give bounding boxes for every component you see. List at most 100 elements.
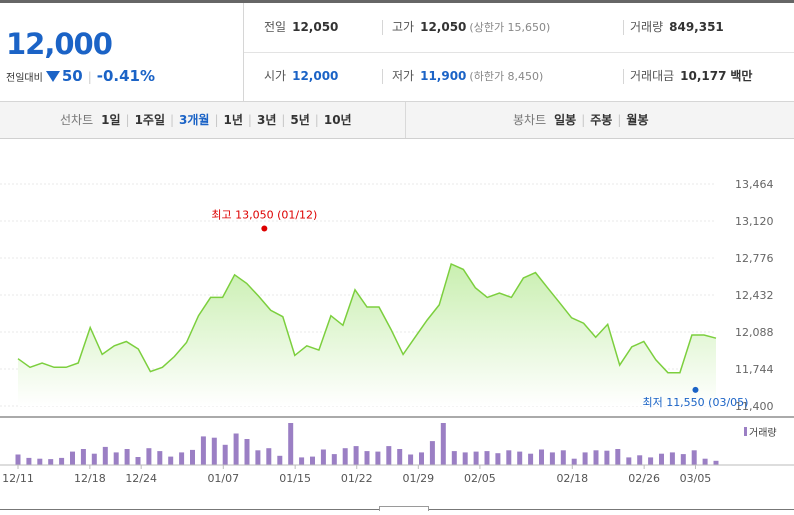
low-value: 11,900: [420, 69, 467, 83]
volume-bar: [691, 450, 697, 465]
line-tab-4[interactable]: 3년: [256, 113, 277, 127]
line-tab-2[interactable]: 3개월: [179, 113, 210, 127]
open-value: 12,000: [292, 69, 339, 83]
volume-bar: [255, 450, 261, 465]
volume-bar: [713, 460, 719, 465]
volume-bar: [364, 451, 370, 465]
y-tick-label: 11,744: [735, 363, 774, 376]
prev-close-value: 12,050: [292, 20, 339, 34]
volume-bar: [429, 441, 435, 465]
line-tab-3[interactable]: 1년: [223, 113, 243, 127]
x-tick-label: 01/15: [279, 472, 311, 485]
volume-bar: [702, 458, 708, 465]
volume-bar: [299, 457, 305, 465]
volume-bar: [408, 454, 414, 465]
volume-bar: [266, 448, 272, 465]
x-tick-label: 12/18: [74, 472, 106, 485]
volume-bar: [451, 451, 457, 465]
x-tick-label: 01/22: [341, 472, 373, 485]
volume-bar: [288, 423, 294, 465]
volume-bar: [320, 449, 326, 465]
y-tick-label: 13,120: [735, 215, 774, 228]
nav-separator: |: [581, 113, 586, 127]
line-tab-6[interactable]: 10년: [323, 113, 352, 127]
volume-bar: [331, 454, 337, 465]
volume-bar: [495, 453, 501, 465]
volume-bar: [310, 456, 315, 465]
price-line: [17, 262, 717, 374]
volume-bar: [506, 450, 512, 465]
line-tab-0[interactable]: 1일: [101, 113, 121, 127]
down-triangle-icon: [45, 71, 60, 82]
y-tick-label: 11,400: [735, 400, 774, 413]
volume-value: 849,351: [669, 20, 724, 34]
volume-bar: [200, 436, 206, 465]
candle-tab-0[interactable]: 일봉: [554, 113, 577, 127]
price-volume-chart: 13,464 13,120 12,776 12,432 12,088 11,744 11,4…: [0, 178, 794, 485]
line-tab-5[interactable]: 5년: [290, 113, 310, 127]
volume-bar: [80, 449, 86, 465]
x-tick-label: 01/29: [402, 472, 434, 485]
x-tick-label: 02/26: [628, 472, 660, 485]
volume-bar: [168, 456, 174, 465]
volume-bar: [124, 449, 130, 465]
scroll-tab[interactable]: [379, 506, 429, 511]
volume-bar: [637, 455, 643, 465]
volume-bar: [135, 457, 141, 465]
volume-bar: [484, 451, 490, 465]
volume-bar: [113, 452, 119, 465]
min-marker-dot: [692, 386, 699, 393]
x-tick-label: 12/24: [125, 472, 157, 485]
volume-label: 거래량: [630, 20, 664, 34]
current-price-box: 12,000 전일대비 50 | -0.41%: [0, 3, 244, 101]
x-tick-label: 12/11: [2, 472, 34, 485]
y-tick-label: 12,432: [735, 289, 774, 302]
trade-value-value: 10,177: [680, 69, 727, 83]
volume-bar: [48, 459, 54, 465]
change-rate: -0.41%: [96, 67, 155, 85]
top-border: [0, 0, 794, 3]
volume-bar: [59, 457, 65, 465]
x-tick-label: 03/05: [680, 472, 712, 485]
nav-separator: |: [314, 113, 319, 127]
candle-chart-title: 봉차트: [513, 113, 547, 127]
volume-bar: [528, 453, 534, 465]
trade-value-info: 거래대금 10,177 백만: [630, 52, 752, 101]
open-price: 시가 12,000: [264, 52, 338, 101]
prev-close-label: 전일: [264, 20, 287, 34]
volume-bar: [593, 450, 599, 465]
volume-bar: [582, 452, 588, 465]
volume-bar: [549, 452, 555, 465]
volume-bar: [37, 458, 43, 465]
volume-bar: [26, 457, 32, 465]
volume-bar: [342, 448, 348, 465]
y-tick-label: 13,464: [735, 178, 774, 191]
volume-bar: [680, 454, 686, 465]
candle-tab-2[interactable]: 월봉: [626, 113, 649, 127]
volume-bar: [222, 444, 228, 465]
volume-bar: [615, 449, 621, 465]
open-label: 시가: [264, 69, 287, 83]
candle-tab-1[interactable]: 주봉: [590, 113, 613, 127]
volume-bar: [70, 451, 75, 465]
x-tick-label: 01/07: [207, 472, 239, 485]
volume-info: 거래량 849,351: [630, 3, 724, 52]
volume-bar: [539, 449, 544, 465]
x-tick-label: 02/18: [556, 472, 588, 485]
min-marker-label: 최저 11,550 (03/05): [642, 396, 748, 409]
volume-bar: [375, 451, 381, 465]
nav-separator: |: [281, 113, 286, 127]
volume-bar: [211, 437, 217, 465]
volume-bar: [233, 433, 239, 465]
volume-bar: [626, 457, 632, 465]
line-tab-1[interactable]: 1주일: [134, 113, 165, 127]
nav-separator: |: [170, 113, 175, 127]
volume-bar: [91, 453, 97, 465]
price-area: [18, 264, 716, 406]
volume-bar: [353, 446, 359, 465]
volume-bar: [560, 450, 566, 465]
change-line: 전일대비 50 | -0.41%: [6, 67, 155, 85]
change-separator: |: [87, 70, 92, 84]
volume-bar: [102, 446, 108, 465]
low-label: 저가: [392, 69, 415, 83]
